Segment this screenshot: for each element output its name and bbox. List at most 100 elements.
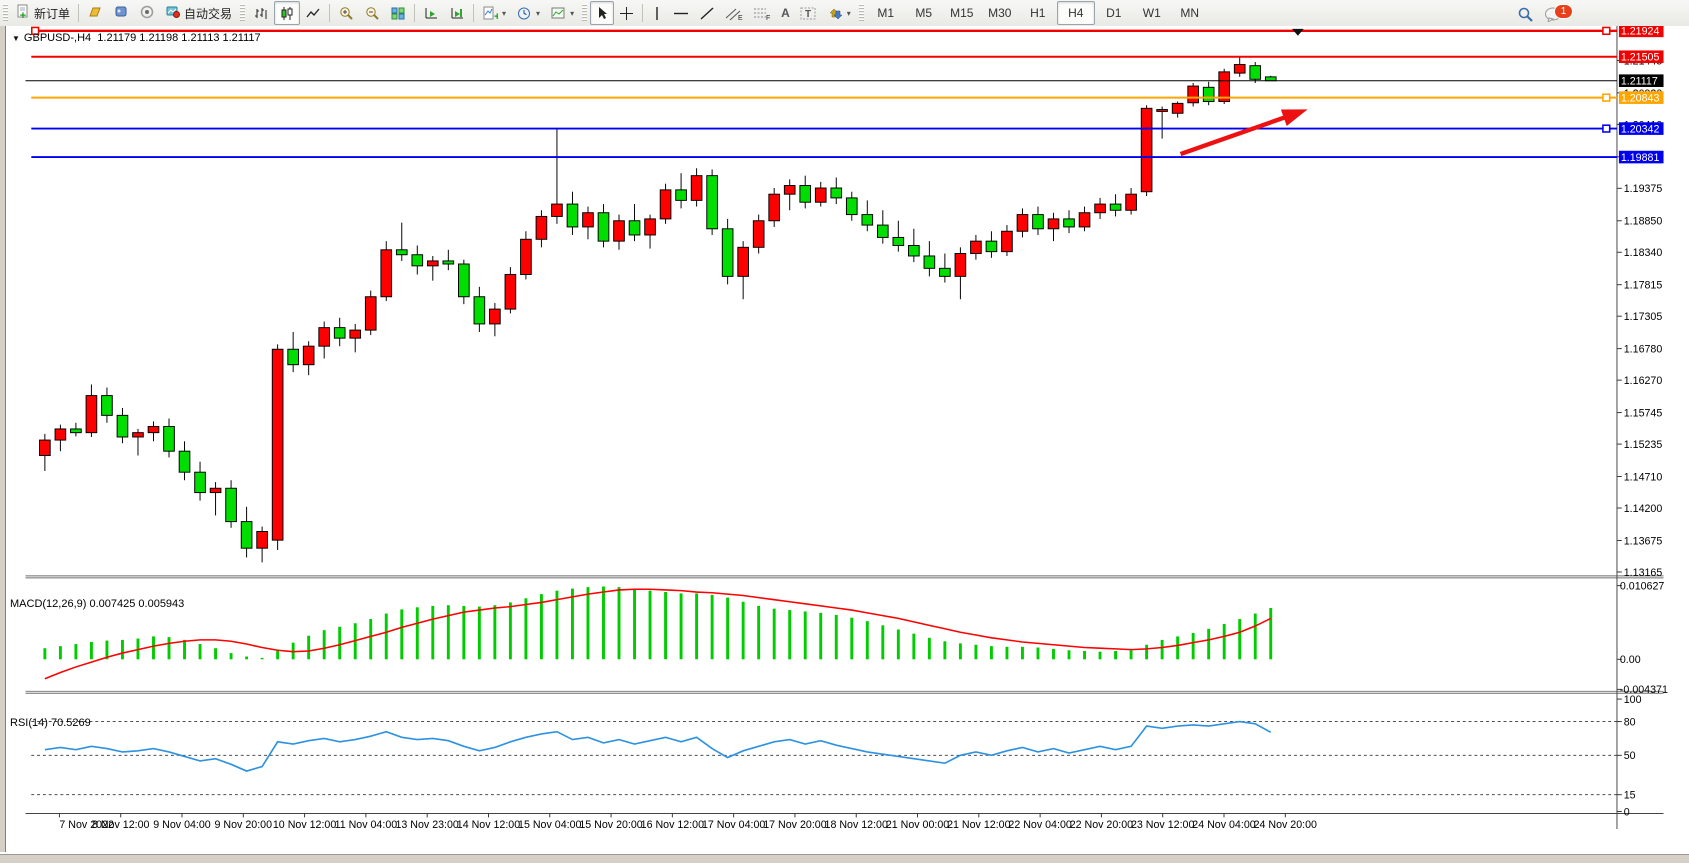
candle bbox=[240, 521, 253, 549]
candle bbox=[768, 193, 781, 222]
candle bbox=[225, 487, 237, 523]
zoom-in-button[interactable] bbox=[333, 1, 359, 25]
candlestick-chart-button[interactable] bbox=[274, 1, 301, 25]
crosshair-button[interactable] bbox=[614, 1, 639, 25]
toolbar-grip[interactable] bbox=[858, 4, 864, 22]
fibonacci-icon: F bbox=[754, 8, 770, 21]
toolbar-grip[interactable] bbox=[240, 4, 246, 22]
candle bbox=[1063, 218, 1075, 228]
candle bbox=[101, 395, 113, 416]
candle bbox=[690, 175, 703, 201]
svg-text:1.21117: 1.21117 bbox=[1621, 76, 1658, 88]
timeframe-button-m15[interactable]: M15 bbox=[950, 6, 974, 20]
periods-button[interactable]: ▾ bbox=[511, 1, 545, 25]
candle bbox=[271, 348, 284, 541]
time-axis-label: 13 Nov 23:00 bbox=[395, 819, 458, 831]
toolbar-separator bbox=[473, 4, 475, 22]
signals-button[interactable] bbox=[134, 1, 160, 25]
candle bbox=[194, 471, 206, 494]
trendline-button[interactable] bbox=[694, 1, 720, 25]
line-chart-button[interactable] bbox=[300, 1, 326, 25]
candle bbox=[147, 425, 160, 434]
indicators-button[interactable]: + ▾ bbox=[477, 1, 511, 25]
chart-shift-button[interactable] bbox=[444, 1, 470, 25]
window-bottom-border bbox=[0, 854, 1689, 863]
candle bbox=[458, 263, 470, 298]
bar-chart-button[interactable] bbox=[248, 1, 274, 25]
text-label-icon: T bbox=[800, 7, 816, 20]
candle bbox=[783, 185, 796, 195]
time-axis-label: 24 Nov 04:00 bbox=[1192, 819, 1255, 831]
timeframe-button-h1[interactable]: H1 bbox=[1030, 6, 1046, 20]
candle bbox=[566, 203, 579, 228]
svg-text:1.14710: 1.14710 bbox=[1624, 471, 1663, 483]
cursor-button[interactable] bbox=[590, 1, 615, 25]
svg-text:1.18340: 1.18340 bbox=[1624, 247, 1663, 259]
line-chart-icon bbox=[306, 8, 320, 17]
timeframe-button-m5[interactable]: M5 bbox=[915, 6, 933, 20]
templates-button[interactable]: ▾ bbox=[545, 1, 579, 25]
time-axis-label: 23 Nov 12:00 bbox=[1131, 819, 1194, 831]
candle bbox=[1078, 212, 1091, 228]
timeframe-button-m30[interactable]: M30 bbox=[988, 6, 1012, 20]
chart-title-collapse-icon[interactable]: ▼ bbox=[12, 34, 20, 43]
horizontal-line-button[interactable] bbox=[668, 1, 694, 25]
new-order-icon: + bbox=[16, 4, 31, 22]
search-button[interactable] bbox=[1512, 2, 1539, 26]
chart-symbol-period: GBPUSD-,H4 bbox=[23, 32, 92, 44]
equidistant-channel-button[interactable]: E bbox=[720, 1, 748, 25]
svg-text:0.010627: 0.010627 bbox=[1620, 580, 1665, 592]
profiles-button[interactable] bbox=[82, 1, 108, 25]
candle bbox=[675, 189, 687, 201]
time-axis-label: 24 Nov 20:00 bbox=[1254, 819, 1317, 831]
time-axis-label: 21 Nov 00:00 bbox=[886, 819, 949, 831]
timeframe-button-mn[interactable]: MN bbox=[1180, 6, 1200, 20]
toolbar-grip[interactable] bbox=[582, 4, 588, 22]
chart-canvas[interactable]: 1.214451.209201.204101.198851.193751.188… bbox=[0, 24, 1689, 862]
zoom-in-icon bbox=[340, 6, 353, 20]
market-watch-button[interactable] bbox=[108, 1, 134, 25]
candle bbox=[70, 428, 82, 434]
auto-scroll-button[interactable] bbox=[418, 1, 444, 25]
svg-text:1.18850: 1.18850 bbox=[1624, 216, 1663, 228]
svg-text:1.17815: 1.17815 bbox=[1624, 280, 1663, 292]
time-axis-label: 9 Nov 04:00 bbox=[153, 819, 211, 831]
candle bbox=[1233, 63, 1246, 74]
timeframe-button-h4[interactable]: H4 bbox=[1056, 1, 1095, 25]
candle bbox=[752, 220, 765, 248]
arrows-tool-button[interactable]: ▾ bbox=[822, 1, 856, 25]
text-button[interactable]: A bbox=[776, 1, 795, 25]
time-axis-label: 17 Nov 20:00 bbox=[763, 819, 826, 831]
tile-windows-button[interactable] bbox=[385, 1, 411, 25]
trend-arrow-head bbox=[1280, 109, 1308, 126]
candle bbox=[209, 487, 222, 494]
price-flag bbox=[1618, 24, 1664, 38]
text-label-button[interactable]: T bbox=[795, 1, 822, 25]
tile-windows-icon bbox=[391, 7, 405, 19]
vertical-line-button[interactable] bbox=[646, 1, 668, 25]
chat-button[interactable]: 1 bbox=[1539, 2, 1575, 26]
svg-text:+: + bbox=[494, 11, 498, 21]
auto-trading-button[interactable]: 自动交易 bbox=[160, 1, 237, 25]
svg-text:1.15235: 1.15235 bbox=[1624, 439, 1663, 451]
candle bbox=[380, 249, 393, 298]
chart-window[interactable]: 1.214451.209201.204101.198851.193751.188… bbox=[0, 24, 1689, 852]
candle bbox=[861, 214, 874, 226]
new-order-button[interactable]: + 新订单 bbox=[11, 1, 75, 25]
candle bbox=[426, 260, 439, 267]
candle bbox=[892, 236, 905, 246]
fibonacci-button[interactable]: F bbox=[748, 1, 776, 25]
macd-signal-line bbox=[44, 588, 1272, 680]
time-axis-label: 22 Nov 20:00 bbox=[1070, 819, 1133, 831]
toolbar-grip[interactable] bbox=[3, 4, 8, 22]
timeframe-button-w1[interactable]: W1 bbox=[1142, 6, 1161, 20]
dropdown-caret-icon: ▾ bbox=[570, 8, 575, 18]
timeframe-button-m1[interactable]: M1 bbox=[877, 6, 895, 20]
candle bbox=[85, 395, 98, 434]
svg-text:50: 50 bbox=[1624, 750, 1636, 762]
zoom-out-button[interactable] bbox=[359, 1, 385, 25]
rsi-indicator-label: RSI(14) 70.5269 bbox=[10, 717, 91, 729]
trendline-icon bbox=[700, 6, 714, 20]
timeframe-button-d1[interactable]: D1 bbox=[1106, 6, 1122, 20]
candle bbox=[364, 296, 377, 331]
